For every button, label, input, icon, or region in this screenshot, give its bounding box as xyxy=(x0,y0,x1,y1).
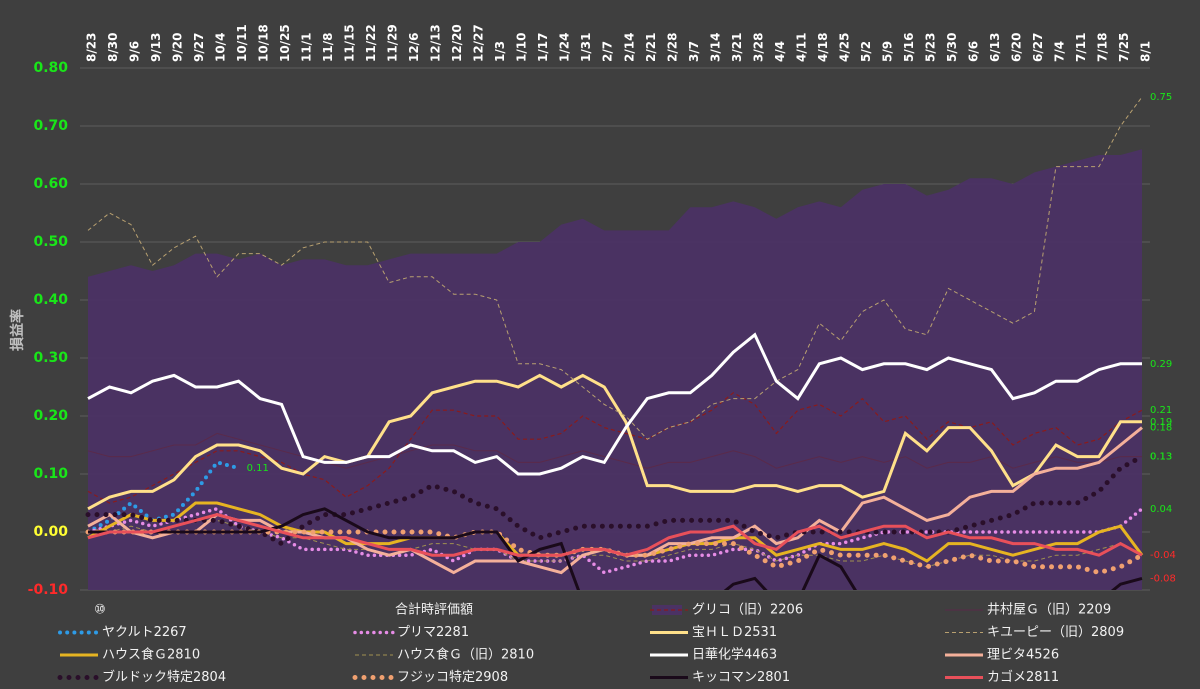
x-tick-label: 1/10 xyxy=(515,33,529,62)
x-tick-label: 7/18 xyxy=(1095,33,1109,62)
data-label: -0.08 xyxy=(1150,573,1176,584)
x-tick-label: 12/6 xyxy=(407,33,421,62)
x-tick-label: 10/4 xyxy=(214,33,228,62)
data-label: 0.29 xyxy=(1150,359,1172,370)
x-tick-label: 1/17 xyxy=(536,33,550,62)
y-axis-label: 損益率 xyxy=(9,309,26,351)
y-tick-label: 0.00 xyxy=(33,524,68,540)
x-tick-label: 4/25 xyxy=(837,33,851,62)
x-tick-label: 1/31 xyxy=(579,33,593,62)
area xyxy=(88,149,1142,590)
x-tick-label: 10/11 xyxy=(235,24,249,62)
data-label: -0.04 xyxy=(1150,550,1176,561)
data-label: 0.18 xyxy=(1150,423,1172,434)
x-tick-label: 1/3 xyxy=(493,41,507,62)
line xyxy=(87,373,1142,511)
legend-label: ヤクルト2267 xyxy=(102,625,187,640)
x-tick-label: 4/18 xyxy=(816,33,830,62)
x-tick-label: 10/25 xyxy=(278,24,292,62)
legend-label: キユーピー（旧）2809 xyxy=(987,625,1124,640)
y-tick-label: 0.30 xyxy=(33,350,68,366)
x-tick-label: 7/11 xyxy=(1074,33,1088,62)
line xyxy=(85,454,1145,547)
x-tick-label: 7/4 xyxy=(1052,41,1066,62)
x-tick-label: 9/20 xyxy=(171,33,185,62)
x-tick-label: 6/27 xyxy=(1031,33,1045,62)
x-tick-label: 5/23 xyxy=(923,33,937,62)
x-tick-label: 2/28 xyxy=(665,33,679,62)
data-label: 0.19 xyxy=(1150,417,1172,428)
x-tick-label: 5/9 xyxy=(880,41,894,62)
x-tick-label: 5/16 xyxy=(902,33,916,62)
x-tick-label: 11/29 xyxy=(386,24,400,62)
data-label: 0.04 xyxy=(1150,504,1172,515)
legend-label: フジッコ特定2908 xyxy=(397,670,508,685)
data-label: 0.13 xyxy=(1150,452,1172,463)
legend-label: 理ビタ4526 xyxy=(987,648,1059,663)
x-tick-label: 2/14 xyxy=(622,33,636,62)
y-tick-label: -0.10 xyxy=(28,582,69,598)
y-tick-label: 0.10 xyxy=(33,466,68,482)
x-tick-label: 3/14 xyxy=(708,33,722,62)
legend-label: ハウス食Ｇ2810 xyxy=(102,647,200,663)
x-tick-label: 4/11 xyxy=(794,33,808,62)
data-label: 0.11 xyxy=(247,463,269,474)
x-tick-label: 6/6 xyxy=(966,41,980,62)
y-tick-label: 0.80 xyxy=(33,60,68,76)
line xyxy=(88,507,1143,590)
x-tick-label: 10/18 xyxy=(257,24,271,62)
x-tick-label: 12/13 xyxy=(429,24,443,62)
line xyxy=(87,432,1142,469)
x-tick-label: 3/21 xyxy=(730,33,744,62)
x-tick-label: 8/1 xyxy=(1139,41,1153,62)
y-tick-label: 0.60 xyxy=(33,176,68,192)
line xyxy=(87,332,1142,476)
x-tick-label: 2/21 xyxy=(644,33,658,62)
y-tick-label: 0.50 xyxy=(33,234,68,250)
x-tick-label: 2/7 xyxy=(601,41,615,62)
x-tick-label: 11/15 xyxy=(343,24,357,62)
x-tick-label: 11/8 xyxy=(321,33,335,62)
x-tick-label: 8/30 xyxy=(106,33,120,62)
x-tick-label: 5/2 xyxy=(859,41,873,62)
x-tick-label: 5/30 xyxy=(945,33,959,62)
x-tick-label: 1/24 xyxy=(558,33,572,62)
x-tick-label: 9/13 xyxy=(149,33,163,62)
legend-label: グリコ（旧）2206 xyxy=(692,603,803,618)
x-tick-label: 6/20 xyxy=(1009,33,1023,62)
y-tick-label: 0.20 xyxy=(33,408,68,424)
y-tick-label: 0.40 xyxy=(33,292,68,308)
x-tick-label: 4/4 xyxy=(773,41,787,62)
legend-label: 宝ＨＬＤ2531 xyxy=(692,625,777,640)
data-label: 0.13 xyxy=(1150,452,1172,463)
x-tick-label: 3/28 xyxy=(751,33,765,62)
legend-label: ハウス食Ｇ（旧）2810 xyxy=(397,647,534,663)
legend-title: ⑩ xyxy=(94,603,106,618)
x-tick-label: 6/13 xyxy=(988,33,1002,62)
line xyxy=(88,519,1143,568)
data-label: 0.75 xyxy=(1150,92,1172,103)
legend-label: 井村屋Ｇ（旧）2209 xyxy=(987,603,1111,618)
legend-label: カゴメ2811 xyxy=(987,669,1059,685)
x-tick-label: 12/20 xyxy=(450,24,464,62)
x-tick-label: 3/7 xyxy=(687,41,701,62)
data-label: 0.21 xyxy=(1150,405,1172,416)
line xyxy=(87,513,1143,557)
x-tick-label: 9/6 xyxy=(128,41,142,62)
y-tick-label: 0.70 xyxy=(33,118,68,134)
legend-label: 日華化学4463 xyxy=(692,647,777,663)
legend-label: キッコマン2801 xyxy=(692,670,790,685)
legend-label: ブルドック特定2804 xyxy=(102,669,226,685)
x-tick-label: 9/27 xyxy=(192,33,206,62)
legend-label: 合計時評価額 xyxy=(395,602,473,618)
line xyxy=(87,96,1143,440)
x-tick-label: 8/23 xyxy=(85,33,99,62)
x-tick-label: 7/25 xyxy=(1117,33,1131,62)
x-tick-label: 11/22 xyxy=(364,24,378,62)
x-tick-label: 11/1 xyxy=(300,33,314,62)
x-tick-label: 12/27 xyxy=(472,24,486,62)
legend-label: プリマ2281 xyxy=(397,625,469,640)
